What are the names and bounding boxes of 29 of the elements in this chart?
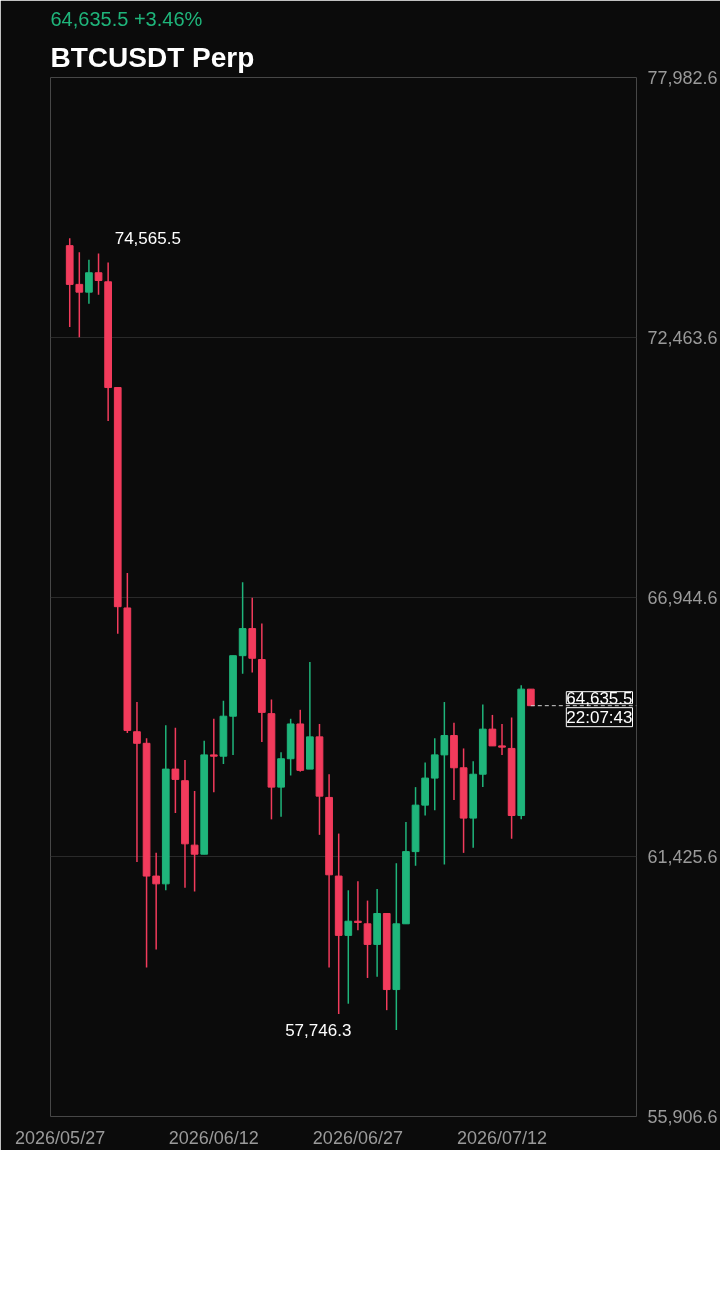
- annotation: 22:07:43: [566, 707, 633, 727]
- x-tick-label: 2026/06/27: [312, 1127, 403, 1148]
- candlestick: [85, 259, 93, 305]
- candlestick: [171, 727, 180, 814]
- candlestick: [133, 701, 141, 863]
- chart-title: BTCUSDT Perp: [50, 41, 255, 73]
- x-tick-label: 2026/05/27: [15, 1127, 106, 1148]
- y-tick-label: 72,463.6: [647, 327, 718, 348]
- y-tick-label: 55,906.6: [647, 1107, 718, 1127]
- x-tick-label: 2026/06/12: [168, 1127, 259, 1148]
- candlestick: [354, 880, 362, 931]
- annotation: 57,746.3: [285, 1020, 352, 1040]
- candlestick: [94, 252, 103, 296]
- candlestick: [488, 714, 497, 747]
- candlestick: [430, 737, 439, 812]
- y-tick-label: 61,425.6: [647, 847, 718, 868]
- y-tick-label: 66,944.6: [647, 587, 718, 608]
- ref-line-label: 64,635.5: [566, 688, 633, 708]
- chart-subtitle: 64,635.5 +3.46%: [50, 7, 203, 30]
- candlestick: [363, 899, 372, 979]
- annotation: 74,565.5: [114, 229, 181, 249]
- candlestick: [498, 723, 506, 756]
- candlestick: [152, 852, 161, 951]
- candlestick: [440, 701, 449, 866]
- candlestick: [209, 718, 218, 794]
- y-tick-label: 77,982.6: [647, 68, 718, 88]
- x-tick-label: 2026/07/12: [456, 1127, 548, 1148]
- candlestick: [190, 790, 199, 893]
- candlestick: [344, 889, 353, 1005]
